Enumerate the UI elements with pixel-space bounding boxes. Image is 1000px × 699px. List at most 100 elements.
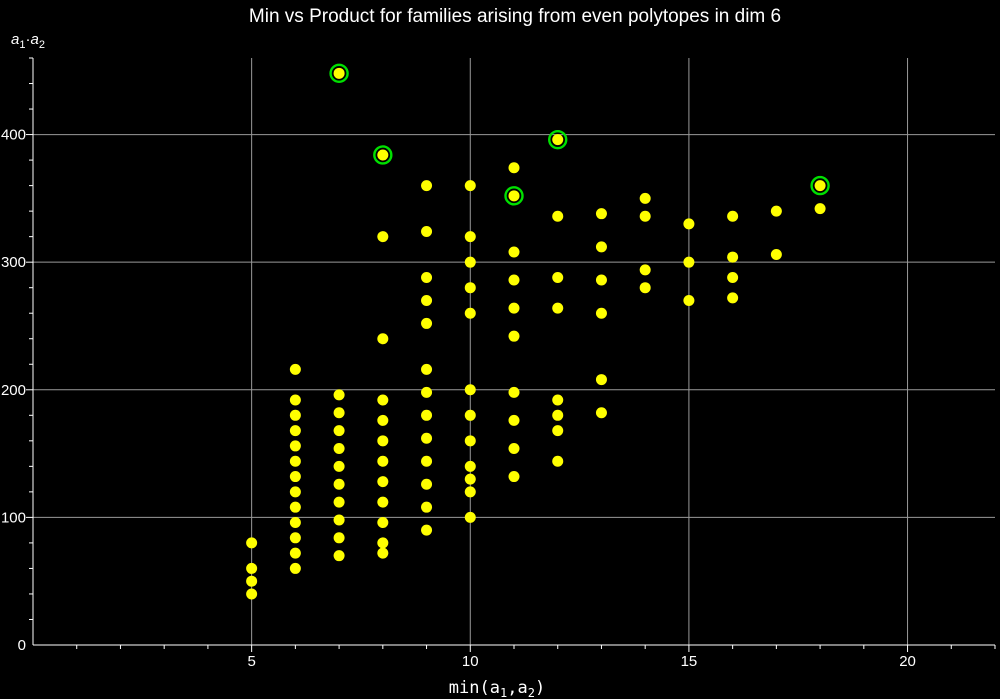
y-tick-label: 300 bbox=[1, 254, 26, 271]
data-point bbox=[727, 271, 739, 283]
data-point bbox=[289, 455, 301, 467]
data-point bbox=[552, 302, 564, 314]
data-point bbox=[377, 455, 389, 467]
data-point bbox=[377, 547, 389, 559]
data-point bbox=[421, 455, 433, 467]
data-point bbox=[333, 442, 345, 454]
data-point bbox=[333, 532, 345, 544]
data-point bbox=[595, 208, 607, 220]
x-axis-ticks: 5 10 15 20 bbox=[76, 645, 996, 670]
x-tick-label: 20 bbox=[899, 653, 916, 670]
data-point bbox=[464, 435, 476, 447]
data-point bbox=[421, 317, 433, 329]
data-point bbox=[246, 537, 258, 549]
data-point bbox=[727, 210, 739, 222]
data-point bbox=[595, 274, 607, 286]
highlight-ring bbox=[504, 186, 524, 206]
data-point bbox=[639, 282, 651, 294]
data-point bbox=[552, 394, 564, 406]
x-tick-label: 15 bbox=[681, 653, 698, 670]
y-axis-label: a1·a2 bbox=[11, 31, 45, 51]
data-point bbox=[421, 409, 433, 421]
highlight-rings bbox=[329, 63, 830, 206]
data-point bbox=[333, 514, 345, 526]
data-point bbox=[464, 384, 476, 396]
x-axis-label: min(a1,a2) bbox=[449, 678, 545, 699]
data-point bbox=[377, 333, 389, 345]
data-point bbox=[289, 409, 301, 421]
data-point bbox=[333, 496, 345, 508]
data-point bbox=[377, 537, 389, 549]
data-point bbox=[770, 205, 782, 217]
data-point bbox=[508, 274, 520, 286]
data-point bbox=[508, 302, 520, 314]
data-point bbox=[595, 374, 607, 386]
x-tick-label: 5 bbox=[247, 653, 255, 670]
data-point bbox=[727, 292, 739, 304]
data-point bbox=[552, 425, 564, 437]
data-point bbox=[508, 190, 520, 202]
data-point bbox=[421, 386, 433, 398]
data-point bbox=[333, 460, 345, 472]
data-point bbox=[683, 256, 695, 268]
data-point bbox=[421, 524, 433, 536]
data-point bbox=[421, 432, 433, 444]
data-point bbox=[595, 307, 607, 319]
data-point bbox=[333, 67, 345, 79]
y-tick-label: 100 bbox=[1, 509, 26, 526]
data-point bbox=[770, 249, 782, 261]
data-point bbox=[464, 511, 476, 523]
data-point bbox=[508, 442, 520, 454]
data-point bbox=[333, 389, 345, 401]
data-point bbox=[377, 496, 389, 508]
data-point bbox=[377, 476, 389, 488]
data-point bbox=[333, 478, 345, 490]
data-point bbox=[289, 363, 301, 375]
data-point bbox=[464, 282, 476, 294]
y-tick-label: 200 bbox=[1, 382, 26, 399]
data-point bbox=[508, 414, 520, 426]
data-point bbox=[333, 550, 345, 562]
y-tick-label: 400 bbox=[1, 127, 26, 144]
data-point bbox=[289, 562, 301, 574]
data-point bbox=[377, 231, 389, 243]
data-point bbox=[289, 486, 301, 498]
data-point bbox=[639, 210, 651, 222]
data-point bbox=[639, 192, 651, 204]
data-point bbox=[421, 180, 433, 192]
x-tick-label: 10 bbox=[462, 653, 479, 670]
y-tick-label: 0 bbox=[18, 637, 26, 654]
highlight-ring bbox=[329, 63, 349, 84]
data-point bbox=[246, 575, 258, 587]
data-point bbox=[552, 134, 564, 146]
data-point bbox=[377, 394, 389, 406]
data-point bbox=[289, 516, 301, 528]
data-point bbox=[421, 501, 433, 513]
data-point bbox=[814, 203, 826, 215]
data-point bbox=[508, 162, 520, 174]
data-point bbox=[289, 471, 301, 483]
y-axis-ticks: 0 100 200 300 400 bbox=[1, 57, 33, 654]
data-point bbox=[552, 409, 564, 421]
data-point bbox=[464, 256, 476, 268]
data-point bbox=[289, 547, 301, 559]
data-point bbox=[508, 471, 520, 483]
data-point bbox=[333, 425, 345, 437]
data-point bbox=[289, 425, 301, 437]
data-point bbox=[508, 386, 520, 398]
highlight-ring bbox=[548, 129, 568, 150]
data-point bbox=[464, 307, 476, 319]
data-point bbox=[639, 264, 651, 276]
data-point bbox=[508, 330, 520, 342]
data-point bbox=[421, 294, 433, 306]
data-point bbox=[421, 226, 433, 238]
data-point bbox=[289, 394, 301, 406]
data-point bbox=[246, 588, 258, 600]
data-point bbox=[464, 231, 476, 243]
data-point bbox=[289, 532, 301, 544]
highlight-ring bbox=[373, 145, 393, 165]
data-point bbox=[552, 455, 564, 467]
data-point bbox=[377, 435, 389, 447]
